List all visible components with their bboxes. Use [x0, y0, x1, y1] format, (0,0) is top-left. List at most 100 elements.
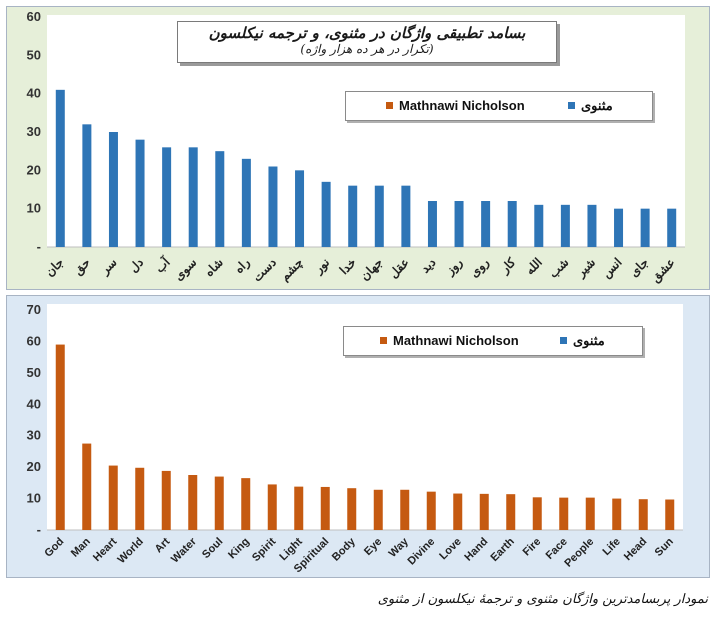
- y-tick-label: -: [37, 239, 41, 254]
- x-tick-label: کار: [497, 255, 519, 277]
- x-tick-label: جان: [42, 255, 66, 279]
- bar-20: [560, 204, 570, 247]
- bar-10: [295, 170, 305, 247]
- x-tick-label: God: [42, 536, 66, 560]
- x-tick-label: Water: [169, 535, 199, 565]
- bar-17: [481, 201, 491, 247]
- y-tick-label: 30: [27, 428, 41, 443]
- bar-22: [612, 498, 622, 530]
- y-tick-label: 10: [27, 201, 41, 216]
- y-tick-label: 70: [27, 302, 41, 317]
- x-tick-label: Sun: [653, 535, 676, 558]
- legend-swatch-nicholson: [380, 337, 387, 344]
- x-tick-label: سوی: [171, 255, 200, 284]
- x-tick-label: روز: [442, 255, 466, 279]
- x-tick-label: شب: [546, 255, 571, 280]
- bar-14: [401, 185, 411, 247]
- x-tick-label: انس: [599, 255, 625, 281]
- y-tick-label: 30: [27, 124, 41, 139]
- x-tick-label: Soul: [200, 536, 225, 561]
- bar-7: [214, 476, 224, 530]
- bar-12: [347, 488, 357, 530]
- x-tick-label: Body: [330, 535, 359, 564]
- x-tick-label: دست: [250, 255, 279, 284]
- x-tick-label: روی: [467, 255, 493, 281]
- bar-21: [585, 497, 595, 530]
- bar-9: [268, 166, 278, 247]
- bar-19: [532, 497, 542, 530]
- bar-23: [638, 499, 648, 530]
- chart-title: بسامد تطبیقی واژگان در مثنوی، و ترجمه نی…: [208, 24, 526, 42]
- bar-4: [135, 467, 145, 530]
- y-tick-label: 50: [27, 365, 41, 380]
- y-tick-label: 50: [27, 47, 41, 62]
- bar-21: [587, 204, 597, 247]
- x-tick-label: Fire: [521, 536, 544, 559]
- x-tick-label: Head: [622, 536, 650, 564]
- bar-18: [506, 494, 516, 530]
- bar-8: [241, 478, 251, 530]
- bar-6: [188, 475, 198, 530]
- bar-13: [374, 185, 384, 247]
- x-tick-label: آب: [151, 253, 174, 276]
- x-tick-label: نور: [311, 255, 333, 277]
- bar-7: [215, 151, 225, 247]
- y-tick-label: 20: [27, 459, 41, 474]
- x-tick-label: شاه: [202, 255, 226, 279]
- x-tick-label: خدا: [337, 255, 359, 277]
- bar-24: [667, 208, 677, 247]
- bar-3: [108, 132, 118, 247]
- x-tick-label: چشم: [277, 255, 306, 284]
- figure-caption: نمودار پربسامدترین واژگان مثنوی و ترجمهٔ…: [377, 592, 708, 607]
- legend-swatch-nicholson: [386, 102, 393, 109]
- x-tick-label: سر: [97, 255, 120, 278]
- y-tick-label: 60: [27, 9, 41, 24]
- bar-11: [321, 181, 331, 247]
- bar-16: [454, 201, 464, 247]
- x-tick-label: Life: [601, 536, 623, 558]
- bar-3: [108, 465, 118, 530]
- x-tick-label: شیر: [573, 255, 599, 281]
- x-tick-label: People: [562, 536, 596, 570]
- legend-item-nicholson: Mathnawi Nicholson: [380, 333, 519, 348]
- chart-panel-nicholson: -10 20 30 40 50 60 70 God Man Heart World Art Water S…: [6, 295, 710, 578]
- x-tick-label: جهان: [358, 255, 387, 284]
- x-tick-label: الله: [523, 255, 545, 277]
- legend-item-mathnawi: مثنوی: [560, 333, 605, 349]
- y-tick-label: 20: [27, 162, 41, 177]
- bar-16: [453, 493, 463, 530]
- x-tick-label: عقل: [386, 255, 412, 281]
- bar-12: [348, 185, 358, 247]
- bar-15: [426, 491, 436, 530]
- y-tick-label: 60: [27, 333, 41, 348]
- bar-2: [82, 443, 92, 530]
- y-tick-label: 10: [27, 491, 41, 506]
- bar-15: [427, 201, 437, 247]
- x-tick-label: Divine: [406, 536, 438, 568]
- bar-1: [55, 89, 65, 247]
- legend-label-mathnawi: مثنوی: [581, 98, 613, 113]
- x-tick-label: عشق: [648, 255, 678, 285]
- bar-9: [267, 484, 277, 530]
- x-tick-label: جای: [627, 255, 651, 279]
- chart-title-box: بسامد تطبیقی واژگان در مثنوی، و ترجمه نی…: [177, 21, 557, 63]
- legend-label-nicholson: Mathnawi Nicholson: [399, 98, 525, 113]
- x-tick-label: Hand: [462, 536, 490, 564]
- bar-10: [294, 486, 304, 530]
- bar-5: [162, 147, 172, 247]
- x-tick-label: Spirit: [250, 535, 279, 564]
- bar-13: [373, 489, 383, 530]
- x-tick-label: Eye: [362, 536, 384, 558]
- x-tick-label: World: [115, 536, 145, 566]
- bar-17: [479, 493, 489, 530]
- y-tick-label: -: [37, 522, 41, 537]
- x-tick-label: Heart: [91, 535, 120, 564]
- x-tick-label: Earth: [488, 535, 517, 564]
- bar-14: [400, 489, 410, 530]
- chart-panel-mathnawi: -10 20 30 40 50 60 جان حق سر دل آب سوی شاه راه دست چشم ن…: [6, 6, 710, 290]
- x-tick-label: دید: [418, 255, 438, 275]
- legend-label-mathnawi: مثنوی: [573, 333, 605, 348]
- bar-24: [665, 499, 675, 530]
- y-tick-label: 40: [27, 86, 41, 101]
- x-tick-label: حق: [71, 255, 94, 278]
